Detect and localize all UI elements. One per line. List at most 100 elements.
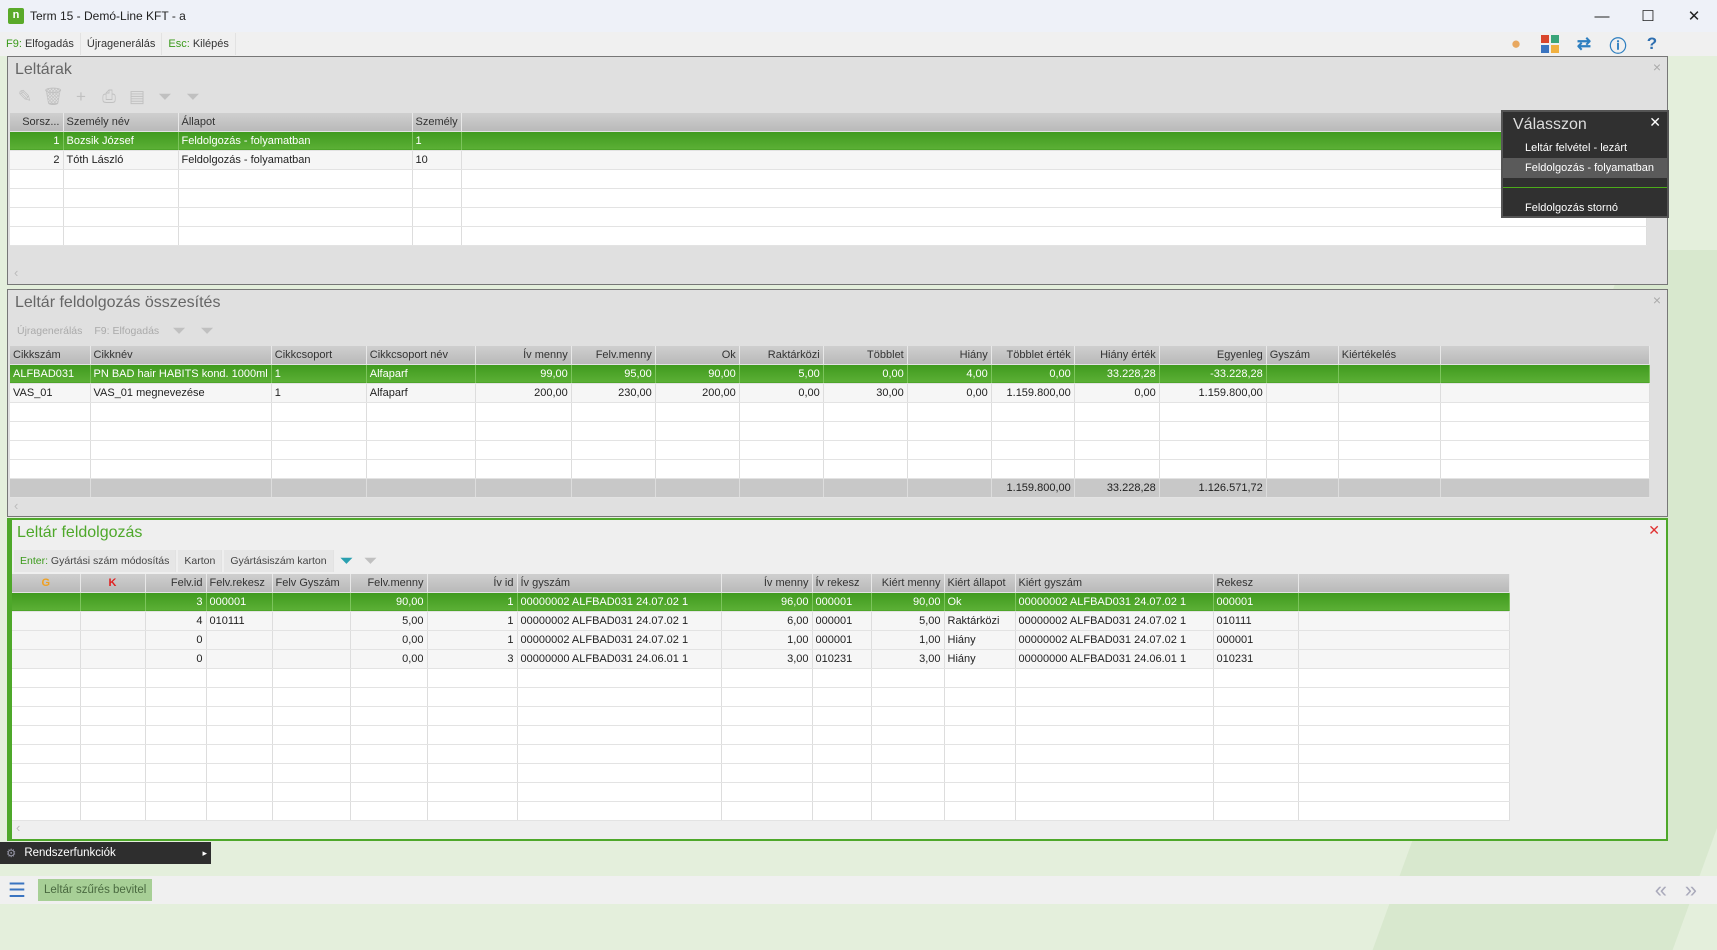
maximize-button[interactable]: ☐ — [1641, 8, 1655, 25]
column-header[interactable]: Felv.menny — [350, 574, 428, 593]
popup-close-icon[interactable]: ✕ — [1649, 114, 1661, 130]
column-header[interactable]: Rekesz — [1213, 574, 1299, 593]
inventory-filter-button[interactable]: Leltár szűrés bevitel — [38, 879, 153, 901]
filter-icon[interactable]: ⏷ — [339, 551, 354, 570]
karton-button[interactable]: Karton — [178, 550, 223, 572]
modify-serial-button[interactable]: Enter: Gyártási szám módosítás — [14, 550, 177, 572]
column-header[interactable]: Gyszám — [1266, 346, 1339, 365]
column-header[interactable]: Felv.rekesz — [206, 574, 273, 593]
table-cell — [517, 763, 722, 783]
regenerate-button[interactable]: Újragenerálás — [81, 33, 163, 55]
table-row[interactable]: 4 010111 5,00 1 00000002 ALFBAD031 24.07.02 … — [12, 611, 1510, 631]
table-cell — [427, 706, 518, 726]
command-bar: F9: Elfogadás Újragenerálás Esc: Kilépés — [0, 32, 1717, 56]
column-header[interactable]: G — [12, 574, 81, 593]
column-header-filler — [1440, 346, 1650, 365]
minimize-button[interactable]: — — [1594, 7, 1610, 25]
column-header[interactable]: Felv Gyszám — [272, 574, 351, 593]
next-icon[interactable]: » — [1684, 877, 1697, 902]
filter-icon[interactable]: ⏷ — [172, 321, 186, 340]
column-header[interactable]: Raktárközi — [739, 346, 824, 365]
column-header[interactable]: Kiért állapot — [944, 574, 1016, 593]
table-cell — [1074, 440, 1160, 460]
table-row[interactable]: ALFBAD031 PN BAD hair HABITS kond. 1000ml… — [10, 364, 1650, 384]
column-header[interactable]: Ív menny — [721, 574, 813, 593]
column-header[interactable]: Cikkcsoport név — [366, 346, 476, 365]
clear-filter-icon[interactable]: ⏷ — [200, 321, 214, 340]
column-header[interactable]: Cikknév — [90, 346, 272, 365]
column-header[interactable]: Többlet — [823, 346, 908, 365]
table-cell: VAS_01 — [10, 383, 91, 403]
column-header[interactable]: Cikkszám — [10, 346, 91, 365]
edit-icon[interactable]: ✎ — [17, 87, 33, 106]
column-header[interactable]: Ív id — [427, 574, 518, 593]
table-row[interactable]: 2 Tóth László Feldolgozás - folyamatban 10 — [10, 150, 1647, 170]
column-header[interactable]: Felv.menny — [571, 346, 656, 365]
regenerate-button[interactable]: Újragenerálás — [17, 325, 83, 337]
serial-karton-button[interactable]: Gyártásiszám karton — [224, 550, 334, 572]
close-icon[interactable]: × — [1652, 59, 1661, 75]
table-cell — [12, 687, 81, 707]
column-header[interactable]: Egyenleg — [1159, 346, 1267, 365]
popup-item-storno[interactable]: Feldolgozás stornó — [1525, 202, 1618, 214]
delete-icon[interactable]: 🗑 — [42, 87, 64, 106]
table-cell — [517, 725, 722, 745]
column-header[interactable]: Hiány — [907, 346, 992, 365]
table-row[interactable]: 1 Bozsik József Feldolgozás - folyamatban 1 — [10, 131, 1647, 151]
table-cell — [517, 782, 722, 802]
add-icon[interactable]: + — [76, 87, 86, 106]
popup-item-folyamatban[interactable]: Feldolgozás - folyamatban — [1503, 158, 1667, 178]
column-header[interactable]: Kiértékelés — [1338, 346, 1441, 365]
column-header[interactable]: Hiány érték — [1074, 346, 1160, 365]
column-header[interactable]: Sorsz... — [10, 113, 64, 132]
column-header[interactable]: Ív menny — [475, 346, 572, 365]
table-cell — [178, 169, 413, 189]
column-header[interactable]: Személy név — [63, 113, 179, 132]
horizontal-scrollbar[interactable]: ‹ — [14, 498, 19, 513]
close-icon[interactable]: × — [1652, 292, 1661, 308]
column-header[interactable]: Többlet érték — [991, 346, 1075, 365]
table-row[interactable]: 0 0,00 1 00000002 ALFBAD031 24.07.02 1 1,00 0… — [12, 630, 1510, 650]
table-cell — [1015, 668, 1214, 688]
info-icon[interactable]: ⓘ — [1609, 36, 1627, 56]
close-window-button[interactable]: ✕ — [1687, 8, 1701, 25]
table-cell: 00000002 ALFBAD031 24.07.02 1 — [517, 611, 722, 631]
table-cell — [721, 668, 813, 688]
user-icon[interactable]: ● — [1510, 34, 1522, 53]
column-header[interactable]: K — [80, 574, 146, 593]
table-cell — [10, 459, 91, 479]
column-header[interactable]: Ív rekesz — [812, 574, 872, 593]
prev-icon[interactable]: « — [1654, 877, 1667, 902]
hamburger-menu-icon[interactable]: ☰ — [8, 879, 26, 902]
close-icon[interactable]: ✕ — [1648, 522, 1660, 538]
apps-icon[interactable] — [1533, 32, 1567, 56]
horizontal-scrollbar[interactable]: ‹ — [14, 265, 19, 280]
accept-button[interactable]: F9: Elfogadás — [0, 33, 81, 55]
clear-filter-icon[interactable]: ⏷ — [363, 551, 378, 570]
system-functions-menu[interactable]: ⚙ Rendszerfunkciók ▸ — [0, 842, 211, 864]
exit-button[interactable]: Esc: Kilépés — [162, 33, 236, 55]
column-header[interactable]: Cikkcsoport — [271, 346, 367, 365]
table-cell — [517, 668, 722, 688]
popup-item-lezart[interactable]: Leltár felvétel - lezárt — [1525, 142, 1628, 154]
accept-button[interactable]: F9: Elfogadás — [94, 325, 160, 337]
document-icon[interactable]: ▤ — [128, 87, 146, 106]
column-header[interactable]: Állapot — [178, 113, 413, 132]
table-row[interactable]: 3 000001 90,00 1 00000002 ALFBAD031 24.07.02… — [12, 592, 1510, 612]
table-row[interactable]: 0 0,00 3 00000000 ALFBAD031 24.06.01 1 3,00 0… — [12, 649, 1510, 669]
filter-icon[interactable]: ⏷ — [158, 87, 172, 106]
print-icon[interactable]: ⎙ — [102, 87, 116, 106]
clear-filter-icon[interactable]: ⏷ — [186, 87, 200, 106]
column-header[interactable]: Kiért gyszám — [1015, 574, 1214, 593]
column-header[interactable]: Ok — [655, 346, 740, 365]
swap-icon[interactable]: ⇄ — [1576, 34, 1592, 53]
column-header[interactable]: Ív gyszám — [517, 574, 722, 593]
table-cell — [1074, 459, 1160, 479]
help-icon[interactable]: ? — [1646, 34, 1658, 53]
horizontal-scrollbar[interactable]: ‹ — [16, 820, 21, 835]
table-row[interactable]: VAS_01 VAS_01 megnevezése 1 Alfaparf 200,00 2… — [10, 383, 1650, 403]
column-header[interactable]: Személy — [412, 113, 462, 132]
column-header[interactable]: Kiért menny — [871, 574, 945, 593]
column-header[interactable]: Felv.id — [145, 574, 207, 593]
table-cell — [178, 226, 413, 246]
